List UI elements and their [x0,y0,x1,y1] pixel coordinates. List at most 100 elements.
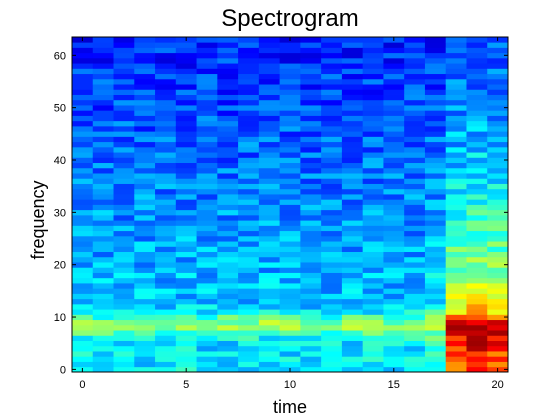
heat-cell [175,47,197,54]
heat-cell [487,204,509,211]
heat-cell [362,84,384,90]
heat-cell [341,188,364,195]
heat-cell [279,283,301,289]
heat-cell [341,225,364,232]
heat-cell [134,272,156,279]
heat-cell [238,314,260,321]
heat-cell [424,131,447,137]
heat-cell [424,288,447,294]
heat-cell [175,99,197,106]
heat-cell [279,324,301,331]
heat-cell [404,78,426,85]
heat-cell [238,330,260,336]
heat-cell [196,204,218,211]
heat-cell [404,345,426,352]
heat-cell [383,47,405,54]
heat-cell [341,89,364,95]
heat-cell [466,99,488,106]
heat-cell [238,183,260,190]
heat-cell [321,283,343,289]
heat-cell [300,309,322,315]
heat-cell [258,131,281,137]
heat-cell [258,214,281,221]
heat-cell [424,241,447,247]
heat-cell [134,220,156,226]
heat-cell [217,125,239,132]
heat-cell [134,42,156,48]
heat-cell [196,63,218,69]
heat-cell [383,167,405,174]
heat-cell [300,99,322,106]
heat-cell [300,324,322,331]
heat-cell [113,84,135,90]
heat-cell [92,99,114,106]
heat-cell [445,220,467,226]
heat-cell [217,256,239,263]
heat-cell [258,204,281,211]
heat-cell [466,37,488,43]
heat-cell [217,57,239,64]
heat-cell [134,262,156,268]
heat-cell [341,356,364,362]
heat-cell [424,230,447,237]
heat-cell [196,73,218,80]
heat-cell [383,330,405,336]
heat-cell [196,298,218,305]
heat-cell [196,230,218,237]
heat-cell [175,42,197,48]
heat-cell [92,37,114,43]
heat-cell [487,345,509,352]
heat-cell [113,366,135,373]
heat-cell [445,110,467,116]
heat-cell [300,241,322,247]
heat-cell [424,78,447,85]
heat-cell [487,220,509,226]
heat-cell [445,115,467,122]
heat-cell [341,167,364,174]
heat-cell [466,209,488,216]
heat-cell [445,298,467,305]
heat-cell [466,293,488,300]
heat-cell [300,188,322,195]
heat-cell [217,366,239,373]
heat-cell [362,361,384,368]
heat-cell [404,251,426,258]
heat-cell [424,99,447,106]
heat-cell [238,366,260,373]
heat-cell [258,241,281,247]
heat-cell [466,256,488,263]
heat-cell [424,42,447,48]
heat-cell [238,220,260,226]
heat-cell [445,214,467,221]
heat-cell [134,246,156,253]
heat-cell [487,194,509,200]
heat-cell [279,42,301,48]
heat-cell [134,283,156,289]
heat-cell [445,120,467,127]
heat-cell [404,52,426,59]
heat-cell [196,235,218,242]
heat-cell [362,324,384,331]
heat-cell [92,277,114,284]
heat-cell [362,37,384,43]
heat-cell [113,262,135,268]
heat-cell [300,303,322,310]
heat-cell [113,303,135,310]
y-tick-label: 20 [54,260,66,272]
heat-cell [258,340,281,347]
heat-cell [196,277,218,284]
heat-cell [155,251,177,258]
heat-cell [279,340,301,347]
heat-cell [238,110,260,116]
heat-cell [217,293,239,300]
heat-cell [113,188,135,195]
heat-cell [362,188,384,195]
heat-cell [134,303,156,310]
heat-cell [424,89,447,95]
heat-cell [279,303,301,310]
heat-cell [466,319,488,326]
heat-cell [217,68,239,75]
heat-cell [238,57,260,64]
heat-cell [383,131,405,137]
heat-cell [404,146,426,153]
